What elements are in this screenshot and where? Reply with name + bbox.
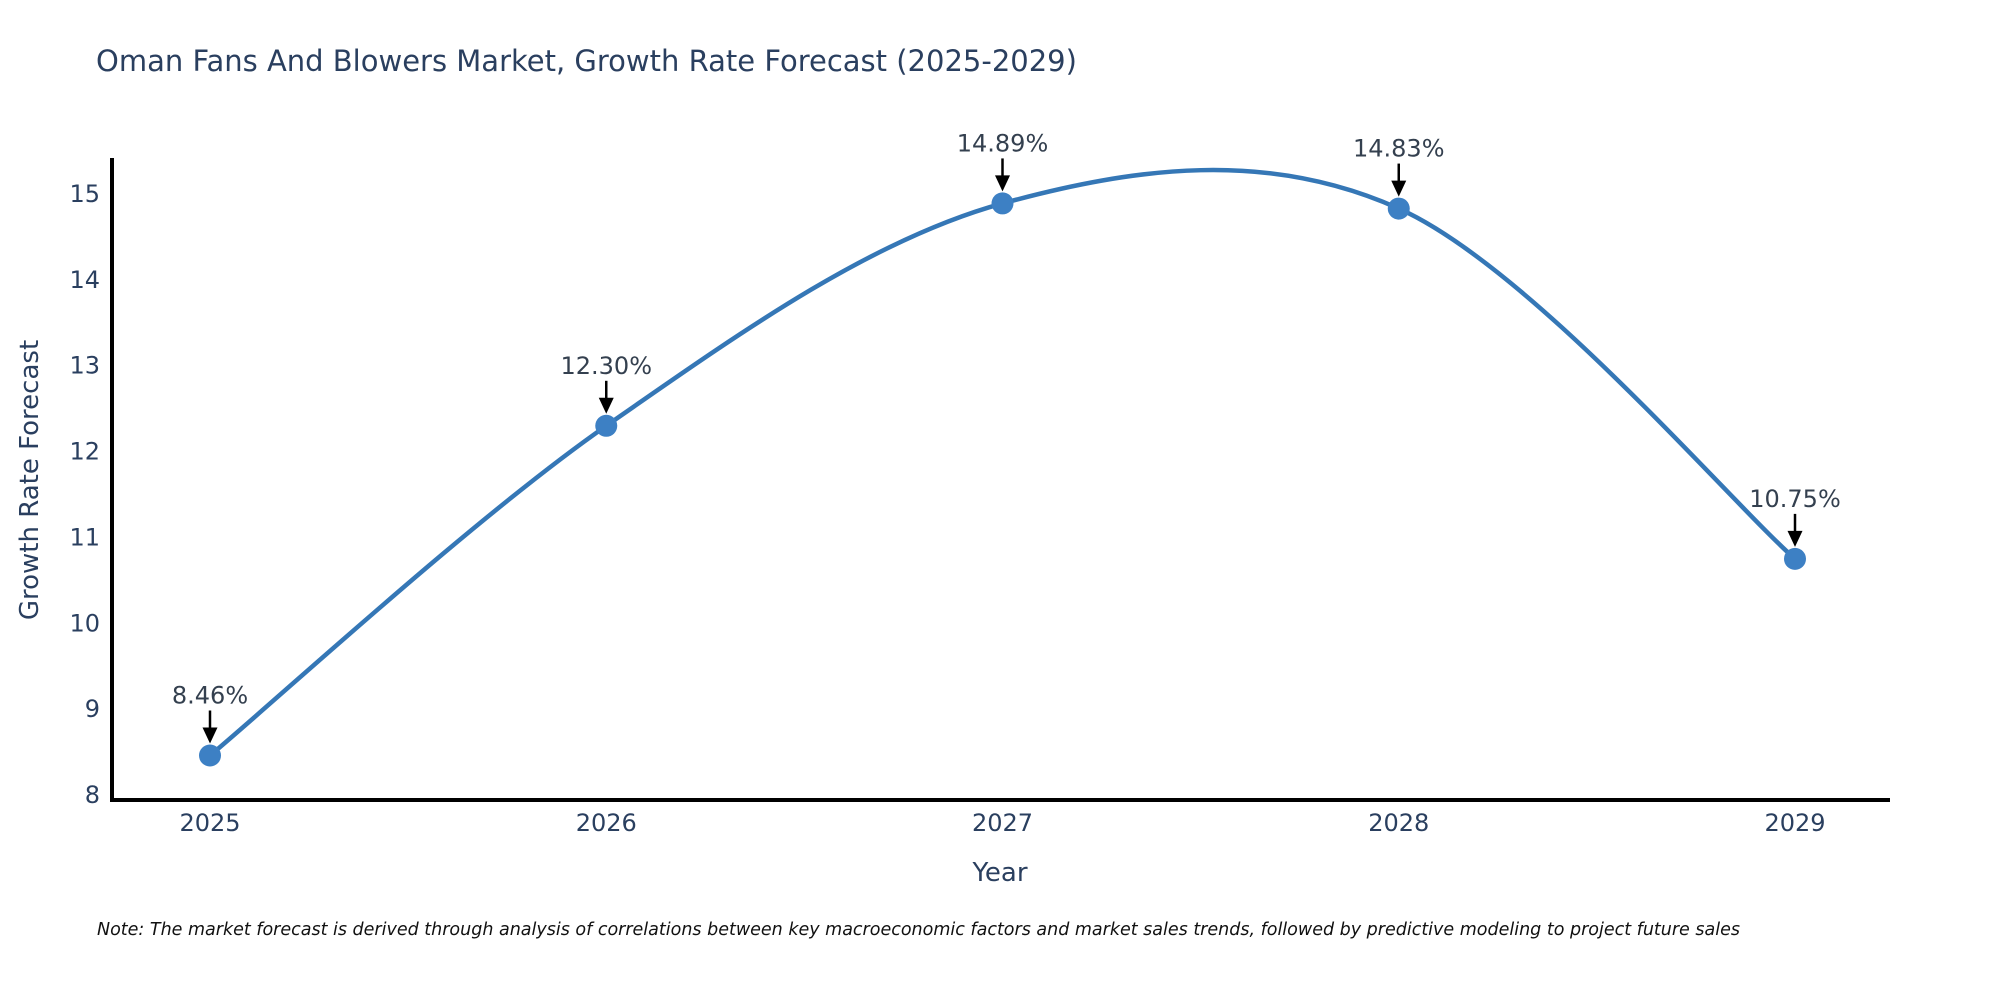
- y-axis-title: Growth Rate Forecast: [15, 340, 45, 620]
- data-point-label: 12.30%: [560, 352, 652, 380]
- y-tick-label: 14: [69, 266, 100, 294]
- annotation-arrowhead: [1391, 180, 1407, 197]
- data-point-marker: [991, 192, 1014, 215]
- x-tick-label: 2027: [972, 809, 1033, 837]
- data-point-marker: [1387, 197, 1410, 220]
- data-point-marker: [199, 744, 221, 767]
- footnote: Note: The market forecast is derived thr…: [97, 920, 1740, 940]
- data-point-label: 14.83%: [1353, 135, 1445, 163]
- data-point-marker: [1784, 547, 1806, 570]
- y-tick-label: 13: [69, 352, 100, 380]
- y-tick-label: 8: [85, 781, 100, 809]
- x-tick-label: 2026: [576, 809, 637, 837]
- x-tick-label: 2025: [179, 809, 240, 837]
- annotation-arrowhead: [995, 175, 1010, 192]
- x-tick-label: 2029: [1764, 809, 1825, 837]
- chart-title: Oman Fans And Blowers Market, Growth Rat…: [96, 44, 1077, 78]
- data-point-marker: [595, 414, 618, 437]
- y-tick-label: 10: [69, 609, 100, 637]
- y-tick-label: 9: [85, 695, 100, 723]
- y-tick-label: 11: [69, 523, 100, 551]
- y-tick-label: 12: [69, 438, 100, 466]
- data-point-label: 10.75%: [1749, 485, 1841, 513]
- annotation-arrowhead: [1787, 530, 1803, 547]
- data-point-label: 14.89%: [957, 129, 1049, 157]
- forecast-line: [207, 167, 1798, 758]
- annotation-arrowhead: [202, 727, 218, 744]
- x-axis-title: Year: [971, 858, 1027, 888]
- data-point-label: 8.46%: [172, 682, 248, 710]
- x-tick-label: 2028: [1368, 809, 1429, 837]
- y-tick-label: 15: [69, 180, 100, 208]
- annotation-arrowhead: [598, 397, 614, 414]
